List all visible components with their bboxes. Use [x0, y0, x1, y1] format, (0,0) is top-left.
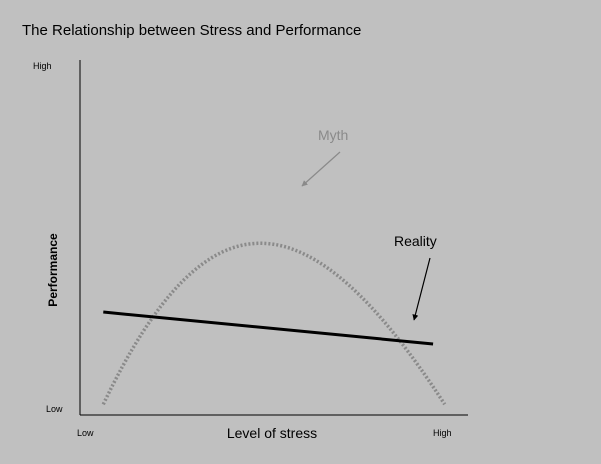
- y-axis-label: Performance: [46, 233, 60, 307]
- series-myth: [101, 241, 447, 406]
- myth-label: Myth: [318, 127, 348, 143]
- x-tick-high: High: [433, 428, 452, 438]
- x-tick-low: Low: [77, 428, 94, 438]
- chart-title: The Relationship between Stress and Perf…: [22, 22, 361, 39]
- y-tick-high: High: [33, 61, 52, 71]
- reality-arrow: [412, 257, 431, 321]
- series-reality: [103, 310, 434, 346]
- y-tick-low: Low: [46, 404, 63, 414]
- x-axis-label: Level of stress: [227, 425, 317, 441]
- myth-arrow: [301, 151, 341, 187]
- reality-label: Reality: [394, 233, 437, 249]
